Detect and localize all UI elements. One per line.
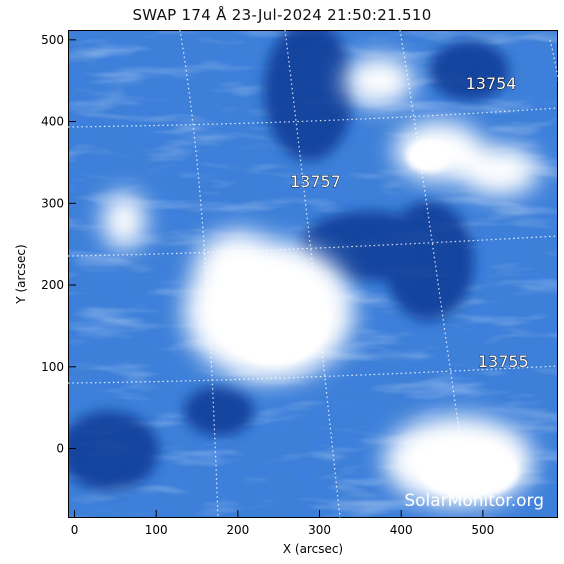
solar-euv-image — [69, 31, 557, 517]
y-tick-label: 400 — [41, 115, 64, 129]
solar-image-frame — [68, 30, 558, 518]
y-tick-label: 0 — [56, 442, 64, 456]
grid-line — [67, 235, 559, 257]
y-axis-title: Y (arcsec) — [14, 244, 28, 304]
x-tick-label: 0 — [71, 523, 79, 537]
active-region-labels: 13754 13757 13755 — [290, 73, 530, 371]
y-tick-label: 200 — [41, 278, 64, 292]
grid-line — [67, 107, 559, 128]
y-tick-label: 100 — [41, 360, 64, 374]
y-axis-ticks: 0 100 200 300 400 500 — [41, 33, 76, 456]
grid-line — [399, 29, 463, 451]
image-title: SWAP 174 Å 23-Jul-2024 21:50:21.510 — [132, 6, 432, 24]
x-tick-label: 200 — [226, 523, 249, 537]
y-tick-label: 500 — [41, 33, 64, 47]
active-region-label: 13757 — [290, 172, 341, 191]
x-axis-ticks: 0 100 200 300 400 500 — [71, 510, 494, 537]
watermark: SolarMonitor.org — [404, 491, 544, 511]
x-axis-title: X (arcsec) — [283, 542, 343, 556]
grid-line — [179, 29, 219, 519]
grid-line — [549, 39, 564, 160]
active-region-label: 13755 — [478, 352, 529, 371]
grid-line — [284, 29, 341, 519]
active-region-label: 13754 — [466, 74, 517, 93]
heliographic-grid — [67, 29, 564, 519]
x-tick-label: 300 — [308, 523, 331, 537]
y-tick-label: 300 — [41, 196, 64, 210]
x-tick-label: 400 — [390, 523, 413, 537]
x-tick-label: 500 — [471, 523, 494, 537]
x-tick-label: 100 — [145, 523, 168, 537]
